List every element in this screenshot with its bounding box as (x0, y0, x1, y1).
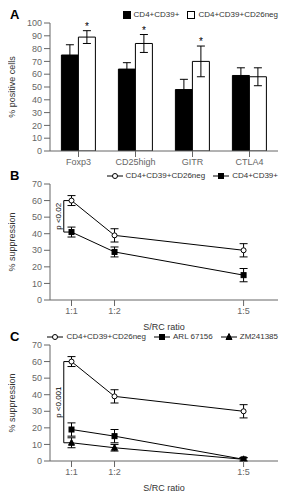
svg-text:p <0.02: p <0.02 (54, 202, 63, 229)
svg-text:50: 50 (32, 373, 42, 383)
html-text:B: B (10, 168, 20, 183)
svg-text:*: * (85, 21, 89, 32)
svg-text:p <0.001: p <0.001 (54, 386, 63, 418)
svg-text:20: 20 (32, 423, 42, 433)
svg-text:30: 30 (32, 108, 42, 118)
svg-text:60: 60 (32, 196, 42, 206)
svg-text:50: 50 (32, 212, 42, 222)
svg-text:70: 70 (32, 340, 42, 350)
html-text:ZM241385: ZM241385 (239, 332, 278, 341)
html-text:CD4+CD39+: CD4+CD39+ (133, 10, 180, 19)
svg-text:10: 10 (32, 279, 42, 289)
svg-text:*: * (199, 36, 203, 47)
html-text:A: A (10, 7, 20, 22)
svg-text:S/RC ratio: S/RC ratio (143, 483, 185, 491)
html-text:CD4+CD39+CD26neg: CD4+CD39+CD26neg (125, 171, 206, 180)
svg-text:% suppression: % suppression (8, 373, 17, 432)
svg-text:% positive cells: % positive cells (8, 56, 17, 118)
svg-text:1:2: 1:2 (108, 467, 121, 477)
svg-text:40: 40 (32, 390, 42, 400)
svg-text:1:1: 1:1 (65, 306, 78, 316)
html-text:ARL 67156: ARL 67156 (173, 332, 213, 341)
html-text:CD4+CD39+CD26neg: CD4+CD39+CD26neg (198, 10, 278, 19)
html-text:C: C (10, 329, 20, 344)
svg-text:10: 10 (32, 133, 42, 143)
html-text:CD4+CD39+CD26neg: CD4+CD39+CD26neg (66, 332, 146, 341)
svg-text:1:5: 1:5 (237, 467, 250, 477)
svg-text:CD25high: CD25high (115, 157, 155, 167)
svg-text:S/RC ratio: S/RC ratio (143, 322, 185, 330)
html-text:CD4+CD39+: CD4+CD39+ (232, 171, 278, 180)
svg-text:50: 50 (32, 82, 42, 92)
svg-text:% suppression: % suppression (8, 212, 17, 271)
svg-text:10: 10 (32, 440, 42, 450)
svg-text:70: 70 (32, 57, 42, 67)
svg-text:30: 30 (32, 245, 42, 255)
svg-text:0: 0 (37, 456, 42, 466)
svg-text:GITR: GITR (182, 157, 204, 167)
svg-text:90: 90 (32, 31, 42, 41)
svg-text:1:1: 1:1 (65, 467, 78, 477)
svg-text:30: 30 (32, 406, 42, 416)
svg-text:80: 80 (32, 44, 42, 54)
svg-text:1:5: 1:5 (237, 306, 250, 316)
svg-text:CTLA4: CTLA4 (235, 157, 263, 167)
svg-text:*: * (142, 25, 146, 36)
svg-text:60: 60 (32, 357, 42, 367)
svg-text:40: 40 (32, 95, 42, 105)
svg-text:70: 70 (32, 179, 42, 189)
svg-text:0: 0 (37, 295, 42, 305)
svg-text:100: 100 (27, 18, 42, 28)
svg-text:1:2: 1:2 (108, 306, 121, 316)
svg-text:40: 40 (32, 229, 42, 239)
svg-text:20: 20 (32, 262, 42, 272)
svg-text:Foxp3: Foxp3 (66, 157, 91, 167)
svg-text:20: 20 (32, 121, 42, 131)
svg-text:60: 60 (32, 69, 42, 79)
svg-text:0: 0 (37, 146, 42, 156)
